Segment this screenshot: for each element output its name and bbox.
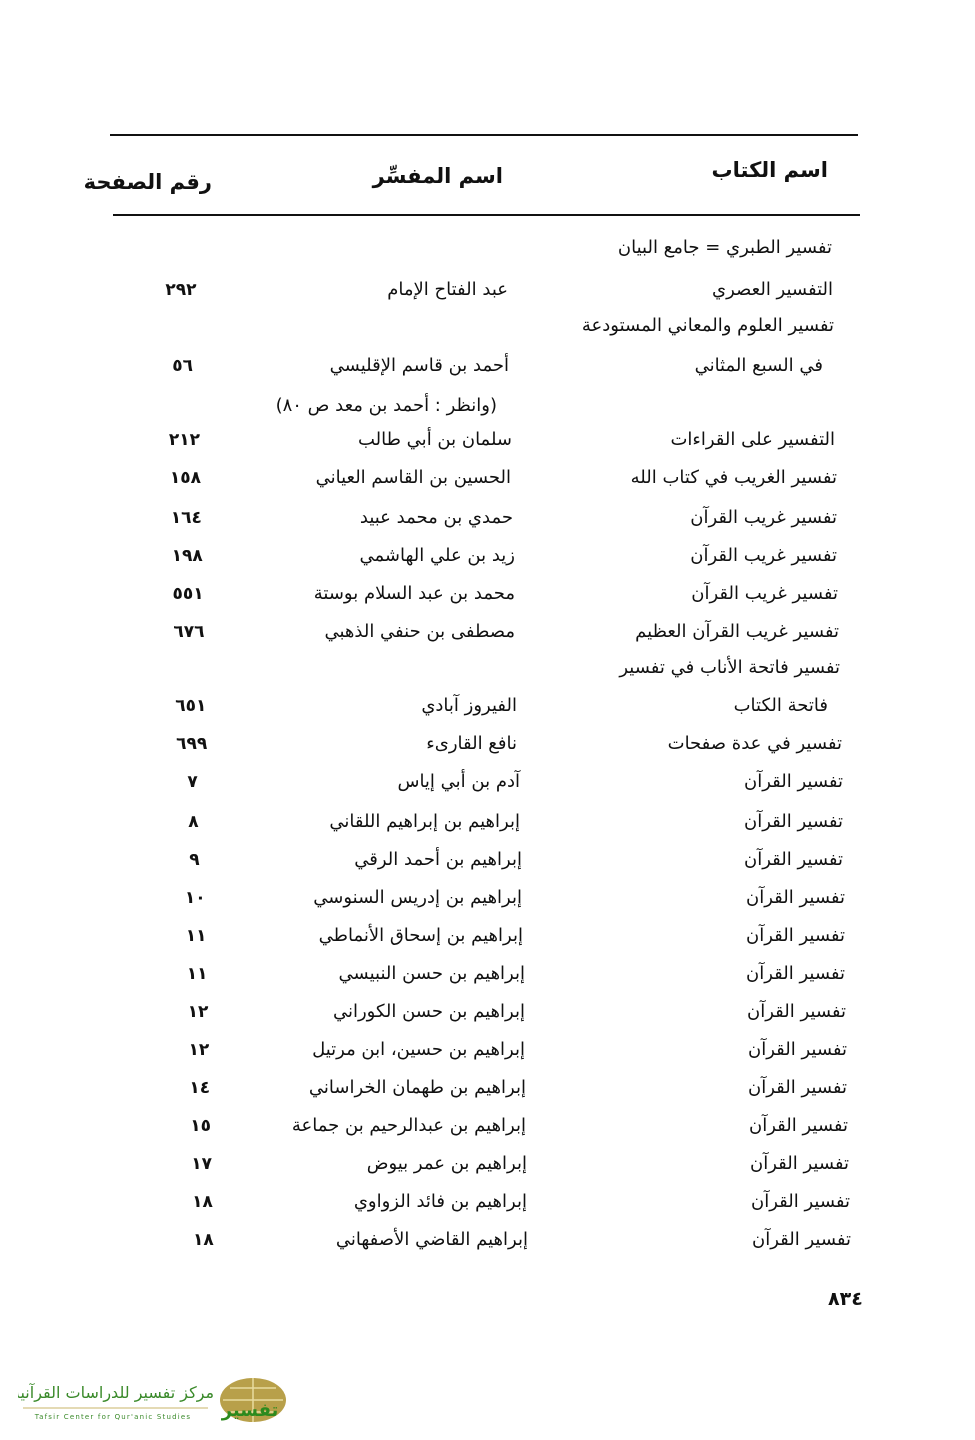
book-title: التفسير العصري [712,279,833,300]
page-ref: ٦٥١ [175,696,207,716]
book-title: تفسير القرآن [752,1229,851,1250]
book-title: تفسير في عدة صفحات [667,733,842,754]
page-ref: ٢١٢ [168,430,201,450]
author-name: سلمان بن أبي طالب [357,429,512,450]
author-name: آدم بن أبي إياس [397,771,520,792]
svg-text:تفسير: تفسير [221,1400,279,1421]
book-title: تفسير القرآن [746,925,845,946]
book-title: تفسير غريب القرآن [690,545,837,566]
page-ref: ١٥٨ [169,468,201,488]
author-name: زيد بن علي الهاشمي [359,545,516,566]
page-number: ٨٣٤ [828,1288,863,1310]
book-title: تفسير غريب القرآن [690,507,837,528]
author-name: الفيروز آبادي [421,695,517,716]
page-ref: ١٨ [192,1192,213,1212]
author-name: مصطفى بن حنفي الذهبي [324,621,515,642]
svg-text:Tafsir Center for Qur'anic Stu: Tafsir Center for Qur'anic Studies [34,1413,191,1421]
page-ref: ٩ [189,850,200,870]
page-ref: ٦٧٦ [173,622,205,642]
page-ref: ١٧ [191,1154,212,1174]
author-name: إبراهيم بن عبدالرحيم بن جماعة [291,1115,526,1136]
page-ref: ١٨ [193,1230,214,1250]
author-name: إبراهيم بن فائد الزواوي [353,1191,527,1212]
book-title: تفسير فاتحة الأناب في تفسير [619,657,840,678]
svg-text:مركز تفسير للدراسات القرآنية: مركز تفسير للدراسات القرآنية [18,1383,214,1403]
header-page: رقم الصفحة [83,170,212,194]
author-name: أحمد بن قاسم الإقليسي [329,355,509,376]
book-title: فاتحة الكتاب [733,695,828,716]
header-author: اسم المفسِّر [372,164,503,188]
tafsir-center-logo: مركز تفسير للدراسات القرآنية Tafsir Cent… [12,1372,288,1428]
author-name: إبراهيم بن عمر بيوض [366,1153,527,1174]
page-ref: ٥٦ [172,356,194,376]
page-ref: ٢٩٢ [165,280,197,300]
header-book: اسم الكتاب [711,158,828,182]
book-title: تفسير القرآن [749,1115,848,1136]
page-ref: ١٦٤ [170,508,202,528]
page-ref: ١٠ [184,888,206,908]
author-name: إبراهيم بن أحمد الرقي [354,849,522,870]
book-title: تفسير القرآن [748,1039,847,1060]
page-ref: ١١ [186,964,208,984]
author-name: محمد بن عبد السلام بوستة [313,583,515,604]
top-rule [110,134,858,136]
author-name: إبراهيم بن إسحاق الأنماطي [318,925,523,946]
book-title: تفسير العلوم والمعاني المستودعة [581,315,834,336]
book-title: في السبع المثاني [694,355,823,376]
author-name: إبراهيم القاضي الأصفهاني [335,1229,528,1250]
book-title: تفسير القرآن [744,849,843,870]
author-name: إبراهيم بن حسن النبيسي [338,963,525,984]
author-name: إبراهيم بن إبراهيم اللقاني [329,811,520,832]
page-ref: ٦٩٩ [176,734,208,754]
book-title: تفسير القرآن [747,1001,846,1022]
book-title: تفسير غريب القرآن العظيم [635,621,839,642]
page-ref: ٥٥١ [172,584,204,604]
header-rule [113,214,860,216]
page-ref: ١٢ [188,1040,210,1060]
page-ref: ١٩٨ [171,546,203,566]
author-name: نافع القارىء [426,733,517,754]
author-name: إبراهيم بن طهمان الخراساني [308,1077,526,1098]
author-name: الحسين بن القاسم العياني [315,467,511,488]
book-title: تفسير القرآن [746,963,845,984]
book-title: تفسير القرآن [750,1153,849,1174]
page-ref: ٨ [188,812,199,832]
author-name: إبراهيم بن حسين، ابن مرتيل [312,1039,525,1060]
book-title: تفسير الغريب في كتاب الله [630,467,837,488]
book-title: تفسير القرآن [744,771,843,792]
book-title: تفسير القرآن [744,811,843,832]
book-title: تفسير القرآن [748,1077,847,1098]
page-ref: ١٥ [190,1116,212,1136]
page-ref: ١١ [185,926,207,946]
author-name: إبراهيم بن حسن الكوراني [332,1001,525,1022]
book-title: تفسير القرآن [751,1191,850,1212]
author-name: (وانظر : أحمد بن معد ص ٨٠) [275,395,497,416]
page-ref: ١٢ [187,1002,209,1022]
book-title: تفسير الطبري = جامع البيان [617,237,832,258]
book-title: تفسير القرآن [746,887,845,908]
author-name: إبراهيم بن إدريس السنوسي [313,887,522,908]
page-ref: ٧ [187,772,198,792]
author-name: عبد الفتاح الإمام [387,279,508,300]
author-name: حمدي بن محمد عبيد [359,507,513,528]
book-title: تفسير غريب القرآن [691,583,838,604]
book-title: التفسير على القراءات [670,429,835,450]
page-ref: ١٤ [189,1078,211,1098]
